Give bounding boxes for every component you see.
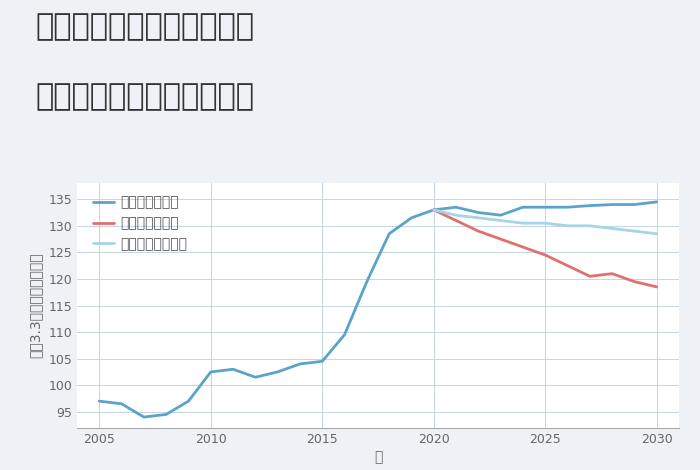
グッドシナリオ bbox=[630, 202, 638, 207]
Line: バッドシナリオ: バッドシナリオ bbox=[434, 210, 657, 287]
ノーマルシナリオ bbox=[541, 220, 550, 226]
グッドシナリオ bbox=[519, 204, 527, 210]
グッドシナリオ bbox=[206, 369, 215, 375]
バッドシナリオ bbox=[496, 236, 505, 242]
グッドシナリオ bbox=[118, 401, 126, 407]
Text: 兵庫県姫路市飾磨区三宅の: 兵庫県姫路市飾磨区三宅の bbox=[35, 12, 254, 41]
グッドシナリオ bbox=[496, 212, 505, 218]
ノーマルシナリオ bbox=[652, 231, 661, 236]
Legend: グッドシナリオ, バッドシナリオ, ノーマルシナリオ: グッドシナリオ, バッドシナリオ, ノーマルシナリオ bbox=[90, 193, 190, 254]
バッドシナリオ bbox=[630, 279, 638, 284]
Line: グッドシナリオ: グッドシナリオ bbox=[99, 202, 657, 417]
グッドシナリオ bbox=[564, 204, 572, 210]
バッドシナリオ bbox=[541, 252, 550, 258]
バッドシナリオ bbox=[430, 207, 438, 213]
ノーマルシナリオ bbox=[608, 226, 616, 231]
グッドシナリオ bbox=[318, 359, 326, 364]
グッドシナリオ bbox=[652, 199, 661, 205]
X-axis label: 年: 年 bbox=[374, 450, 382, 464]
グッドシナリオ bbox=[184, 398, 192, 404]
グッドシナリオ bbox=[430, 207, 438, 213]
グッドシナリオ bbox=[229, 367, 237, 372]
Line: ノーマルシナリオ: ノーマルシナリオ bbox=[434, 210, 657, 234]
バッドシナリオ bbox=[519, 244, 527, 250]
バッドシナリオ bbox=[564, 263, 572, 268]
グッドシナリオ bbox=[474, 210, 482, 215]
グッドシナリオ bbox=[586, 203, 594, 208]
グッドシナリオ bbox=[608, 202, 616, 207]
バッドシナリオ bbox=[452, 218, 460, 223]
グッドシナリオ bbox=[296, 361, 304, 367]
バッドシナリオ bbox=[474, 228, 482, 234]
バッドシナリオ bbox=[652, 284, 661, 290]
グッドシナリオ bbox=[452, 204, 460, 210]
グッドシナリオ bbox=[407, 215, 416, 220]
ノーマルシナリオ bbox=[519, 220, 527, 226]
グッドシナリオ bbox=[251, 375, 260, 380]
ノーマルシナリオ bbox=[430, 207, 438, 213]
グッドシナリオ bbox=[140, 414, 148, 420]
ノーマルシナリオ bbox=[630, 228, 638, 234]
ノーマルシナリオ bbox=[564, 223, 572, 228]
バッドシナリオ bbox=[586, 274, 594, 279]
Y-axis label: 坪（3.3㎡）単価（万円）: 坪（3.3㎡）単価（万円） bbox=[29, 253, 43, 358]
グッドシナリオ bbox=[274, 369, 282, 375]
ノーマルシナリオ bbox=[452, 212, 460, 218]
バッドシナリオ bbox=[608, 271, 616, 276]
グッドシナリオ bbox=[385, 231, 393, 236]
ノーマルシナリオ bbox=[474, 215, 482, 220]
グッドシナリオ bbox=[541, 204, 550, 210]
グッドシナリオ bbox=[363, 279, 371, 284]
グッドシナリオ bbox=[95, 398, 104, 404]
グッドシナリオ bbox=[162, 412, 170, 417]
ノーマルシナリオ bbox=[586, 223, 594, 228]
グッドシナリオ bbox=[340, 332, 349, 337]
ノーマルシナリオ bbox=[496, 218, 505, 223]
Text: 中古マンションの価格推移: 中古マンションの価格推移 bbox=[35, 82, 254, 111]
